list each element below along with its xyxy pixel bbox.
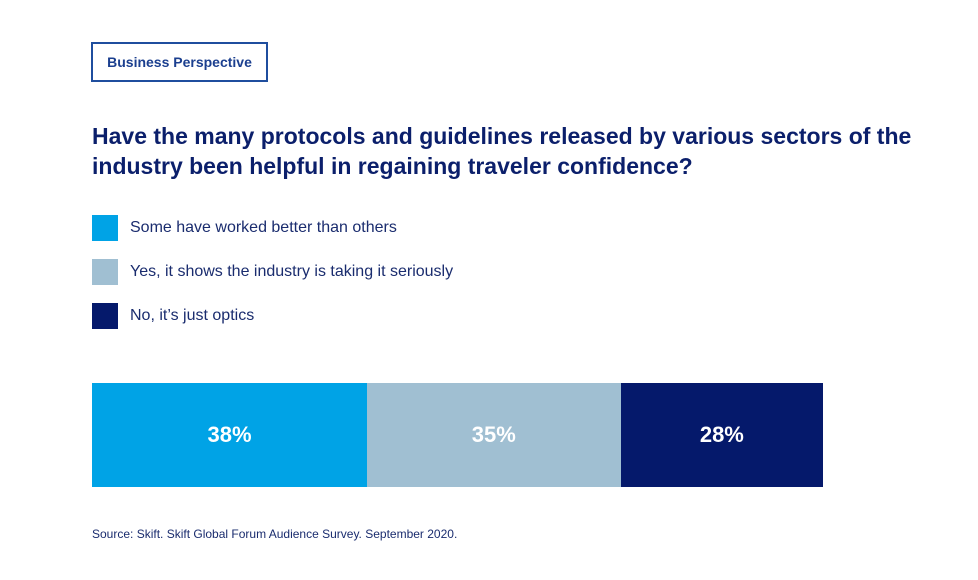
legend-item-some: Some have worked better than others xyxy=(92,214,453,242)
bar-segment-no: 28% xyxy=(620,383,824,487)
bar-label-yes: 35% xyxy=(471,422,516,447)
category-badge: Business Perspective xyxy=(91,42,268,82)
bar-label-no: 28% xyxy=(699,422,744,447)
legend-swatch-no xyxy=(92,303,118,329)
chart-legend: Some have worked better than others Yes,… xyxy=(92,214,453,346)
legend-swatch-yes xyxy=(92,259,118,285)
bar-label-some: 38% xyxy=(207,422,252,447)
legend-label-some: Some have worked better than others xyxy=(130,219,397,236)
source-note: Source: Skift. Skift Global Forum Audien… xyxy=(92,527,458,541)
stacked-bar: 38% 35% 28% xyxy=(92,383,824,487)
legend-label-yes: Yes, it shows the industry is taking it … xyxy=(130,263,454,280)
legend-item-no: No, it’s just optics xyxy=(92,302,453,330)
chart-title: Have the many protocols and guidelines r… xyxy=(92,123,912,179)
legend-swatch-some xyxy=(92,215,118,241)
legend-label-no: No, it’s just optics xyxy=(130,307,255,324)
bar-segment-yes: 35% xyxy=(367,383,621,487)
legend-item-yes: Yes, it shows the industry is taking it … xyxy=(92,258,453,286)
bar-segment-some: 38% xyxy=(92,383,368,487)
category-badge-label: Business Perspective xyxy=(107,54,252,70)
